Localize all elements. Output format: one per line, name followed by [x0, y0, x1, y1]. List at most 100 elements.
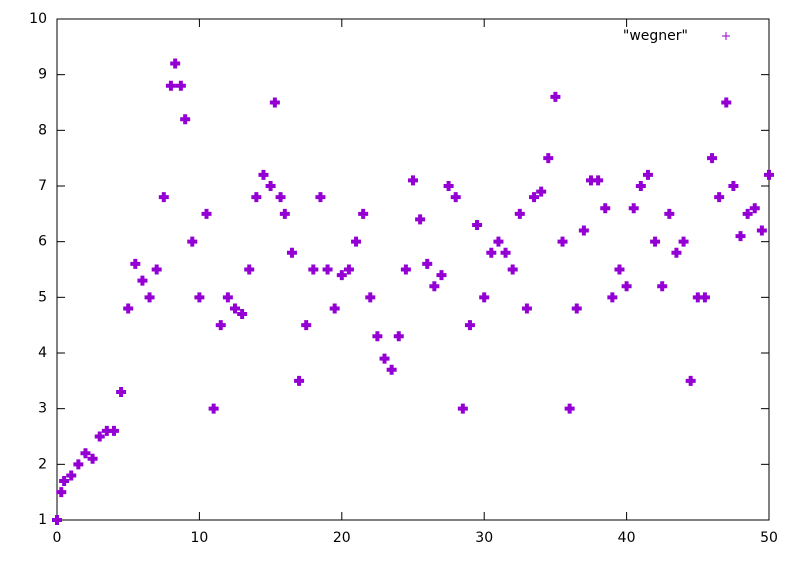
- x-tick-label: 10: [190, 530, 208, 546]
- point: [749, 203, 760, 214]
- point: [578, 225, 589, 236]
- point: [144, 292, 155, 303]
- y-tick-label: 8: [38, 122, 47, 138]
- point: [94, 431, 105, 442]
- y-tick-label: 9: [38, 67, 47, 83]
- point: [201, 208, 212, 219]
- x-tick-label: 30: [475, 530, 493, 546]
- point: [664, 208, 675, 219]
- point: [685, 375, 696, 386]
- point: [450, 192, 461, 203]
- point: [400, 264, 411, 275]
- point: [521, 303, 532, 314]
- point: [343, 264, 354, 275]
- plot-frame: [56, 18, 770, 521]
- point: [215, 320, 226, 331]
- point: [756, 225, 767, 236]
- point: [621, 281, 632, 292]
- point: [279, 208, 290, 219]
- point: [230, 303, 240, 314]
- point: [571, 303, 582, 314]
- y-tick-label: 10: [29, 11, 47, 27]
- point: [123, 303, 134, 314]
- point: [351, 236, 362, 247]
- point: [536, 186, 547, 197]
- point: [699, 292, 710, 303]
- point: [222, 292, 233, 303]
- point: [557, 236, 568, 247]
- point: [429, 281, 440, 292]
- point: [294, 375, 305, 386]
- point: [486, 247, 497, 258]
- point: [170, 58, 181, 69]
- point: [507, 264, 518, 275]
- point: [593, 175, 604, 186]
- point: [472, 219, 483, 230]
- point: [443, 181, 454, 191]
- point: [372, 331, 383, 342]
- point: [707, 153, 718, 164]
- legend-label: "wegner": [623, 28, 688, 44]
- point: [642, 169, 653, 180]
- point: [728, 181, 739, 191]
- point: [415, 214, 426, 225]
- point: [358, 208, 369, 219]
- x-tick-label: 40: [618, 530, 636, 546]
- point: [52, 515, 62, 525]
- point: [87, 453, 98, 464]
- point: [386, 364, 397, 375]
- y-tick-label: 2: [38, 456, 47, 472]
- point: [657, 281, 668, 292]
- point: [529, 192, 540, 203]
- y-tick-label: 1: [38, 512, 47, 528]
- point: [286, 247, 297, 258]
- point: [66, 470, 77, 481]
- point: [650, 236, 661, 247]
- point: [265, 181, 276, 191]
- point: [600, 203, 611, 214]
- point: [714, 192, 725, 203]
- point: [108, 425, 119, 436]
- point: [59, 476, 70, 487]
- point: [500, 247, 511, 258]
- point: [301, 320, 312, 331]
- y-tick-label: 5: [38, 289, 47, 305]
- y-tick-label: 4: [38, 345, 47, 361]
- point: [550, 91, 561, 102]
- point: [315, 192, 326, 203]
- point: [464, 320, 475, 331]
- point: [628, 203, 639, 214]
- point: [635, 181, 646, 191]
- y-tick-label: 3: [38, 401, 47, 417]
- point: [742, 208, 753, 219]
- point: [116, 386, 127, 397]
- point: [151, 264, 162, 275]
- point: [194, 292, 205, 303]
- point: [422, 258, 433, 269]
- point: [308, 264, 319, 275]
- point: [251, 192, 262, 203]
- y-tick-label: 7: [38, 178, 47, 194]
- legend-marker: [722, 32, 730, 40]
- point: [158, 192, 169, 203]
- point: [721, 97, 732, 108]
- point: [436, 270, 447, 281]
- point: [137, 275, 148, 286]
- x-tick-label: 0: [53, 530, 62, 546]
- point: [180, 114, 191, 125]
- point: [607, 292, 618, 303]
- point: [379, 353, 390, 364]
- point: [187, 236, 198, 247]
- point: [237, 309, 248, 320]
- point: [130, 258, 141, 269]
- point: [671, 247, 682, 258]
- point: [493, 236, 504, 247]
- y-tick-label: 6: [38, 234, 47, 250]
- point: [80, 448, 91, 459]
- point: [329, 303, 340, 314]
- point: [408, 175, 418, 186]
- point: [543, 153, 554, 164]
- point: [764, 169, 774, 180]
- point: [269, 97, 280, 108]
